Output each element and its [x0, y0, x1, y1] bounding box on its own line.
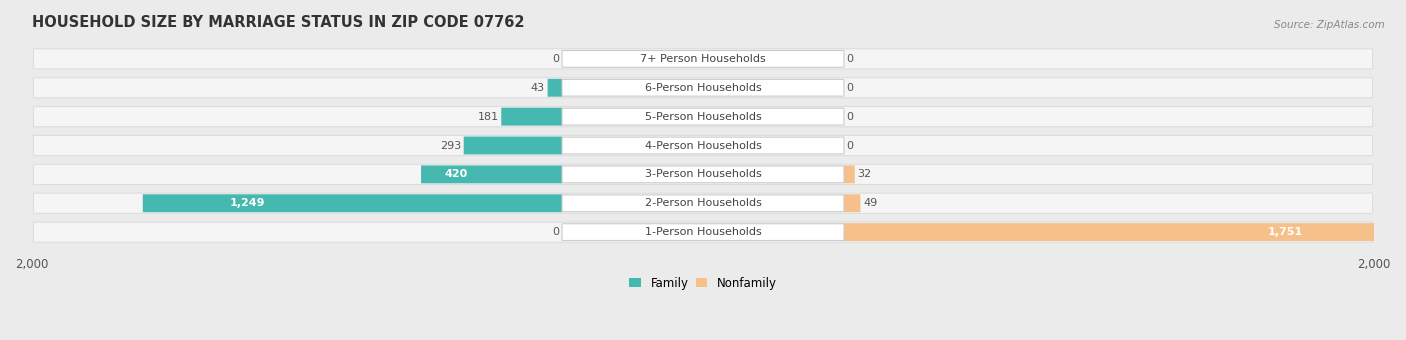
Text: 0: 0 — [846, 112, 853, 122]
Legend: Family, Nonfamily: Family, Nonfamily — [624, 272, 782, 294]
FancyBboxPatch shape — [502, 108, 562, 125]
FancyBboxPatch shape — [34, 135, 1372, 156]
FancyBboxPatch shape — [34, 193, 1372, 214]
Text: 7+ Person Households: 7+ Person Households — [640, 54, 766, 64]
Text: 0: 0 — [846, 54, 853, 64]
Text: 32: 32 — [858, 169, 872, 180]
FancyBboxPatch shape — [34, 49, 1372, 69]
FancyBboxPatch shape — [143, 194, 562, 212]
FancyBboxPatch shape — [34, 164, 1372, 185]
FancyBboxPatch shape — [34, 222, 1372, 242]
Text: 43: 43 — [531, 83, 546, 93]
FancyBboxPatch shape — [562, 195, 844, 211]
Text: 0: 0 — [846, 140, 853, 151]
FancyBboxPatch shape — [34, 106, 1372, 127]
Text: 0: 0 — [846, 83, 853, 93]
Text: 3-Person Households: 3-Person Households — [644, 169, 762, 180]
FancyBboxPatch shape — [562, 51, 844, 67]
FancyBboxPatch shape — [34, 78, 1372, 98]
Text: Source: ZipAtlas.com: Source: ZipAtlas.com — [1274, 20, 1385, 30]
FancyBboxPatch shape — [547, 79, 562, 97]
FancyBboxPatch shape — [464, 137, 562, 154]
Text: 420: 420 — [444, 169, 468, 180]
FancyBboxPatch shape — [562, 224, 844, 240]
Text: 1,249: 1,249 — [229, 198, 266, 208]
FancyBboxPatch shape — [844, 223, 1406, 241]
Text: 1,751: 1,751 — [1267, 227, 1302, 237]
Text: 2-Person Households: 2-Person Households — [644, 198, 762, 208]
Text: 181: 181 — [478, 112, 499, 122]
Text: 293: 293 — [440, 140, 461, 151]
Text: HOUSEHOLD SIZE BY MARRIAGE STATUS IN ZIP CODE 07762: HOUSEHOLD SIZE BY MARRIAGE STATUS IN ZIP… — [32, 15, 524, 30]
Text: 0: 0 — [553, 227, 560, 237]
FancyBboxPatch shape — [420, 166, 562, 183]
Text: 5-Person Households: 5-Person Households — [644, 112, 762, 122]
FancyBboxPatch shape — [844, 166, 855, 183]
Text: 4-Person Households: 4-Person Households — [644, 140, 762, 151]
Text: 0: 0 — [553, 54, 560, 64]
Text: 49: 49 — [863, 198, 877, 208]
FancyBboxPatch shape — [562, 137, 844, 154]
Text: 1-Person Households: 1-Person Households — [644, 227, 762, 237]
FancyBboxPatch shape — [562, 166, 844, 183]
FancyBboxPatch shape — [844, 194, 860, 212]
FancyBboxPatch shape — [562, 108, 844, 125]
FancyBboxPatch shape — [562, 80, 844, 96]
Text: 6-Person Households: 6-Person Households — [644, 83, 762, 93]
